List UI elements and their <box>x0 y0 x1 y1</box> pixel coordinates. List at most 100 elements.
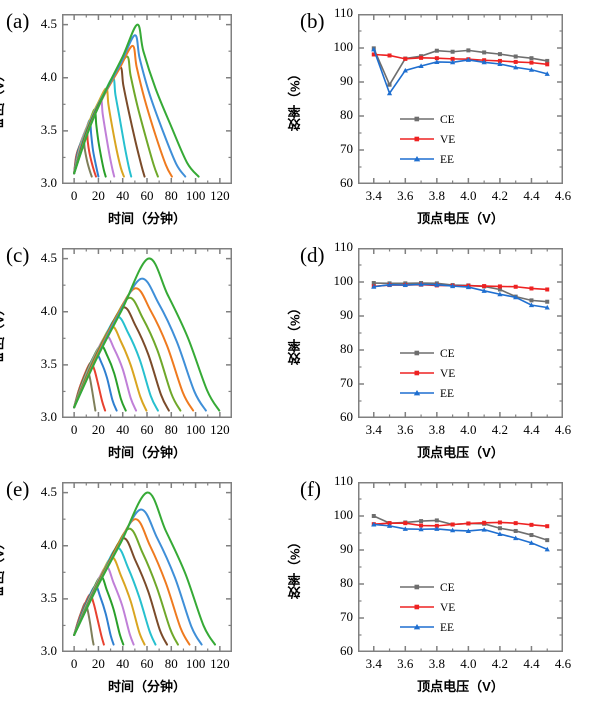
data-marker <box>450 522 455 527</box>
data-marker <box>513 521 518 526</box>
x-tick-label: 120 <box>210 188 230 203</box>
data-marker <box>545 299 550 304</box>
data-marker <box>544 71 550 76</box>
y-tick-label: 4.0 <box>40 536 57 552</box>
panel-label-f: (f) <box>300 477 321 501</box>
efficiency-series-VE <box>373 521 548 527</box>
data-marker <box>497 58 502 63</box>
x-tick-label: 60 <box>140 656 154 671</box>
x-tick-label: 4.4 <box>523 188 540 203</box>
axis-frame <box>358 482 563 652</box>
x-tick-label: 3.6 <box>397 422 414 437</box>
axis-frame <box>358 248 563 418</box>
y-tick-label: 4.0 <box>40 302 57 318</box>
axis-frame <box>62 248 232 418</box>
x-tick-label: 4.4 <box>523 422 540 437</box>
x-tick-label: 60 <box>140 188 154 203</box>
legend-label-VE: VE <box>440 368 455 380</box>
data-marker <box>465 284 471 290</box>
x-tick-label: 100 <box>185 422 206 437</box>
panel-label-c: (c) <box>6 243 30 267</box>
data-marker <box>419 523 424 528</box>
y-tick-label: 3.0 <box>40 643 57 658</box>
data-marker <box>403 521 408 526</box>
data-marker <box>481 59 487 65</box>
plot-area-a <box>62 14 232 184</box>
legend-label-VE: VE <box>440 602 455 614</box>
axis-frame <box>62 14 232 184</box>
x-tick-label: 0 <box>70 188 78 203</box>
x-tick-label: 80 <box>164 656 178 671</box>
y-tick-label: 110 <box>333 239 353 254</box>
x-tick-label: 4.4 <box>523 656 540 671</box>
plot-area-d: CE VE EE <box>358 248 563 418</box>
data-marker <box>386 90 393 96</box>
data-marker <box>402 282 408 288</box>
data-marker <box>450 527 456 533</box>
data-marker <box>545 287 550 292</box>
x-tick-label: 80 <box>164 188 178 203</box>
x-axis-label-e: 时间（分钟） <box>107 679 186 694</box>
data-marker <box>497 52 502 57</box>
data-marker <box>497 287 502 292</box>
panel-label-a: (a) <box>6 9 30 33</box>
data-marker <box>544 546 550 552</box>
data-marker <box>545 58 550 63</box>
data-marker <box>529 533 534 538</box>
data-marker <box>434 282 440 287</box>
data-marker <box>371 514 376 518</box>
y-tick-label: 60 <box>340 409 353 424</box>
data-marker <box>482 284 487 289</box>
axis-frame <box>358 14 563 184</box>
data-marker <box>387 53 392 58</box>
data-marker <box>513 528 518 533</box>
data-marker <box>529 286 534 291</box>
data-marker <box>465 528 471 533</box>
legend-marker <box>413 156 421 162</box>
data-marker <box>371 52 376 57</box>
legend-label-EE: EE <box>440 622 454 634</box>
data-marker <box>513 535 519 541</box>
plot-area-b: CE VE EE <box>358 14 563 184</box>
x-tick-label: 3.6 <box>397 188 414 203</box>
data-marker <box>465 57 471 62</box>
legend-marker <box>413 624 421 630</box>
data-marker <box>371 46 377 52</box>
y-tick-label: 3.5 <box>40 589 57 605</box>
data-marker <box>418 526 424 532</box>
efficiency-series-EE <box>373 283 548 309</box>
x-tick-label: 4.6 <box>554 656 572 671</box>
data-marker <box>450 56 455 61</box>
x-tick-label: 60 <box>140 422 154 437</box>
legend-marker <box>414 370 420 376</box>
y-tick-label: 100 <box>333 507 354 522</box>
data-marker <box>434 48 439 53</box>
data-marker <box>497 291 503 297</box>
data-marker <box>528 540 535 545</box>
x-tick-label: 0 <box>70 656 78 671</box>
data-marker <box>545 62 550 67</box>
y-tick-label: 3.5 <box>40 121 57 137</box>
data-marker <box>497 284 502 289</box>
y-axis-label-f: 效率（%） <box>287 535 303 599</box>
y-tick-label: 60 <box>340 175 353 190</box>
data-marker <box>513 64 519 70</box>
x-axis-label-c: 时间（分钟） <box>107 445 186 460</box>
y-axis-label-d: 效率（%） <box>287 301 303 365</box>
efficiency-series-EE <box>373 49 548 95</box>
data-marker <box>529 298 534 303</box>
panel-label-e: (e) <box>6 477 30 501</box>
y-tick-label: 4.5 <box>40 249 57 265</box>
y-tick-label: 90 <box>340 73 353 88</box>
legend-label-CE: CE <box>440 348 455 360</box>
efficiency-series-EE <box>373 523 548 551</box>
x-tick-label: 3.4 <box>365 188 382 203</box>
data-marker <box>497 520 502 525</box>
data-marker <box>513 284 518 289</box>
data-marker <box>371 281 376 286</box>
y-tick-label: 100 <box>333 273 354 288</box>
y-tick-label: 4.5 <box>40 483 57 499</box>
y-tick-label: 110 <box>333 5 353 20</box>
legend-marker <box>414 584 420 590</box>
y-tick-label: 3.0 <box>40 409 57 424</box>
